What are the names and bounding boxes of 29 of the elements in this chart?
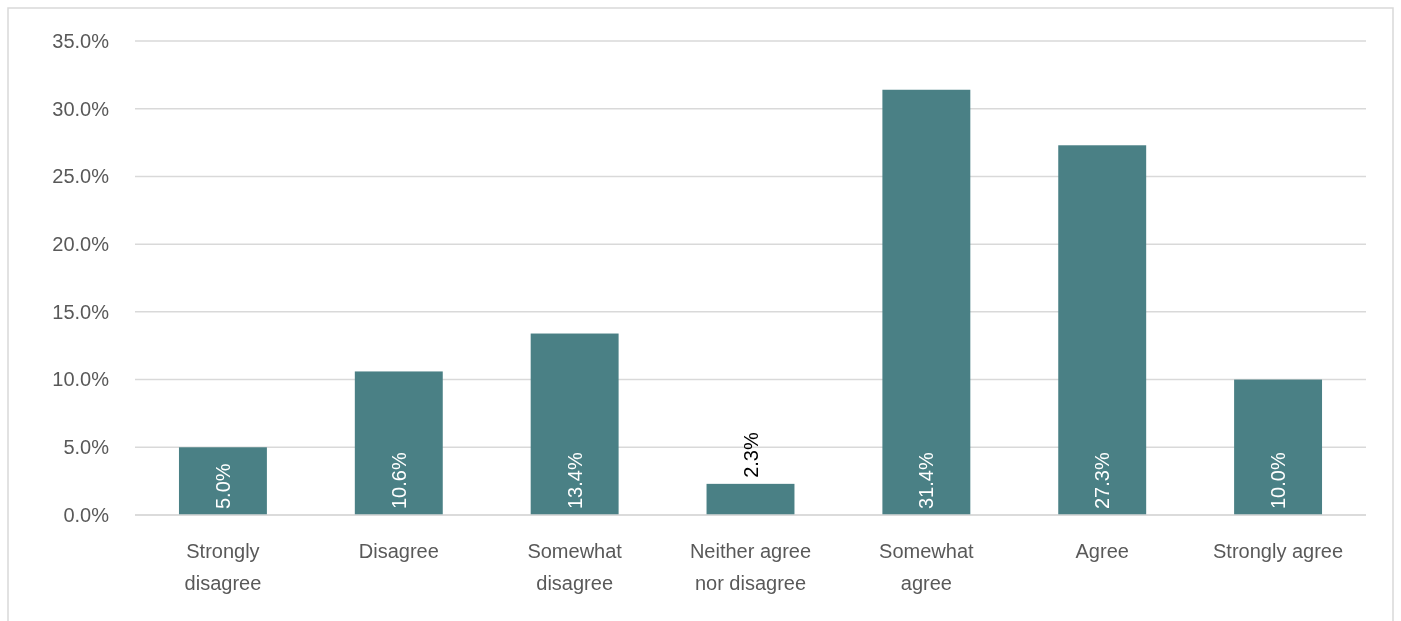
bar: [882, 89, 971, 515]
x-tick-label: Strongly agree: [1213, 540, 1344, 562]
bar: [1234, 379, 1323, 515]
bar: [1058, 145, 1147, 515]
x-tick-label: Agree: [1075, 540, 1129, 562]
data-label: 10.6%: [387, 452, 410, 509]
data-label: 31.4%: [915, 452, 938, 509]
data-label: 2.3%: [739, 432, 762, 478]
bar: [530, 333, 619, 515]
x-tick-label: Disagree: [358, 540, 439, 562]
y-tick-label: 35.0%: [52, 29, 110, 52]
x-tick-label: Strongly disagree: [184, 540, 262, 594]
x-tick-label: Somewhat agree: [879, 540, 975, 594]
x-tick-label: Somewhat disagree: [527, 540, 623, 594]
data-label: 27.3%: [1091, 452, 1114, 509]
y-tick-label: 10.0%: [52, 368, 110, 391]
y-tick-label: 25.0%: [52, 165, 110, 188]
y-tick-label: 0.0%: [63, 503, 110, 526]
bar: [354, 371, 443, 515]
data-label: 10.0%: [1267, 452, 1290, 509]
data-label: 13.4%: [563, 452, 586, 509]
x-tick-label: Neither agree nor disagree: [689, 540, 812, 594]
bar: [178, 447, 267, 515]
y-tick-label: 5.0%: [63, 436, 110, 459]
data-label: 5.0%: [211, 463, 234, 509]
y-tick-label: 15.0%: [52, 300, 110, 323]
bar: [706, 483, 795, 515]
y-tick-label: 30.0%: [52, 97, 110, 120]
y-tick-label: 20.0%: [52, 233, 110, 256]
